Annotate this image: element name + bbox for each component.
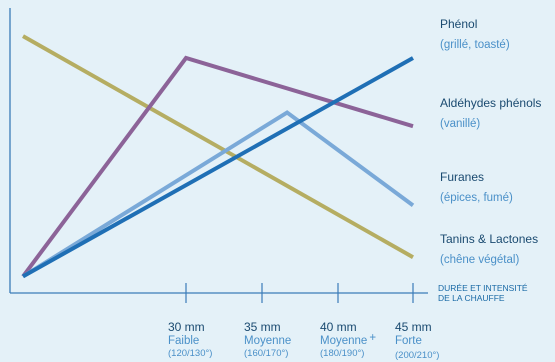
series-layer — [23, 36, 413, 276]
legend-sublabel-phenol: (grillé, toasté) — [440, 39, 510, 51]
x-tick-temperature: (160/170°) — [244, 348, 288, 359]
legend-sublabel-tanins: (chêne végétal) — [440, 254, 519, 266]
legend-label-furanes: Furanes — [440, 170, 484, 184]
legend-sublabel-aldehydes: (vanillé) — [440, 118, 480, 130]
legend-label-tanins: Tanins & Lactones — [440, 232, 538, 246]
x-tick-sublabel: Moyenne — [244, 335, 291, 347]
x-tick-temperature: (120/130°) — [168, 348, 212, 359]
legend-sublabel-furanes: (épices, fumé) — [440, 192, 513, 204]
x-axis-title-line: DURÉE ET INTENSITÉ — [438, 283, 528, 293]
x-tick-plus: + — [369, 332, 376, 344]
legend-label-aldehydes: Aldéhydes phénols — [440, 96, 541, 110]
legend-label-phenol: Phénol — [440, 17, 477, 31]
x-tick-temperature: (180/190°) — [320, 348, 364, 359]
x-axis-title-line: DE LA CHAUFFE — [438, 293, 505, 303]
legend: Phénol (grillé, toasté) Aldéhydes phénols (… — [440, 17, 541, 266]
x-tick-label: 30 mm — [168, 320, 205, 334]
x-tick-sublabel: Moyenne + — [320, 332, 376, 347]
x-tick-label: 35 mm — [244, 320, 281, 334]
x-tick-label: 40 mm — [320, 320, 357, 334]
x-tick-temperature: (200/210°) — [395, 350, 439, 361]
series-line-phenol — [23, 58, 413, 276]
x-tick-sublabel: Forte — [395, 335, 422, 347]
x-tick-label: 45 mm — [395, 320, 432, 334]
x-tick-sublabel: Faible — [168, 335, 199, 347]
series-line-furanes — [23, 113, 413, 277]
